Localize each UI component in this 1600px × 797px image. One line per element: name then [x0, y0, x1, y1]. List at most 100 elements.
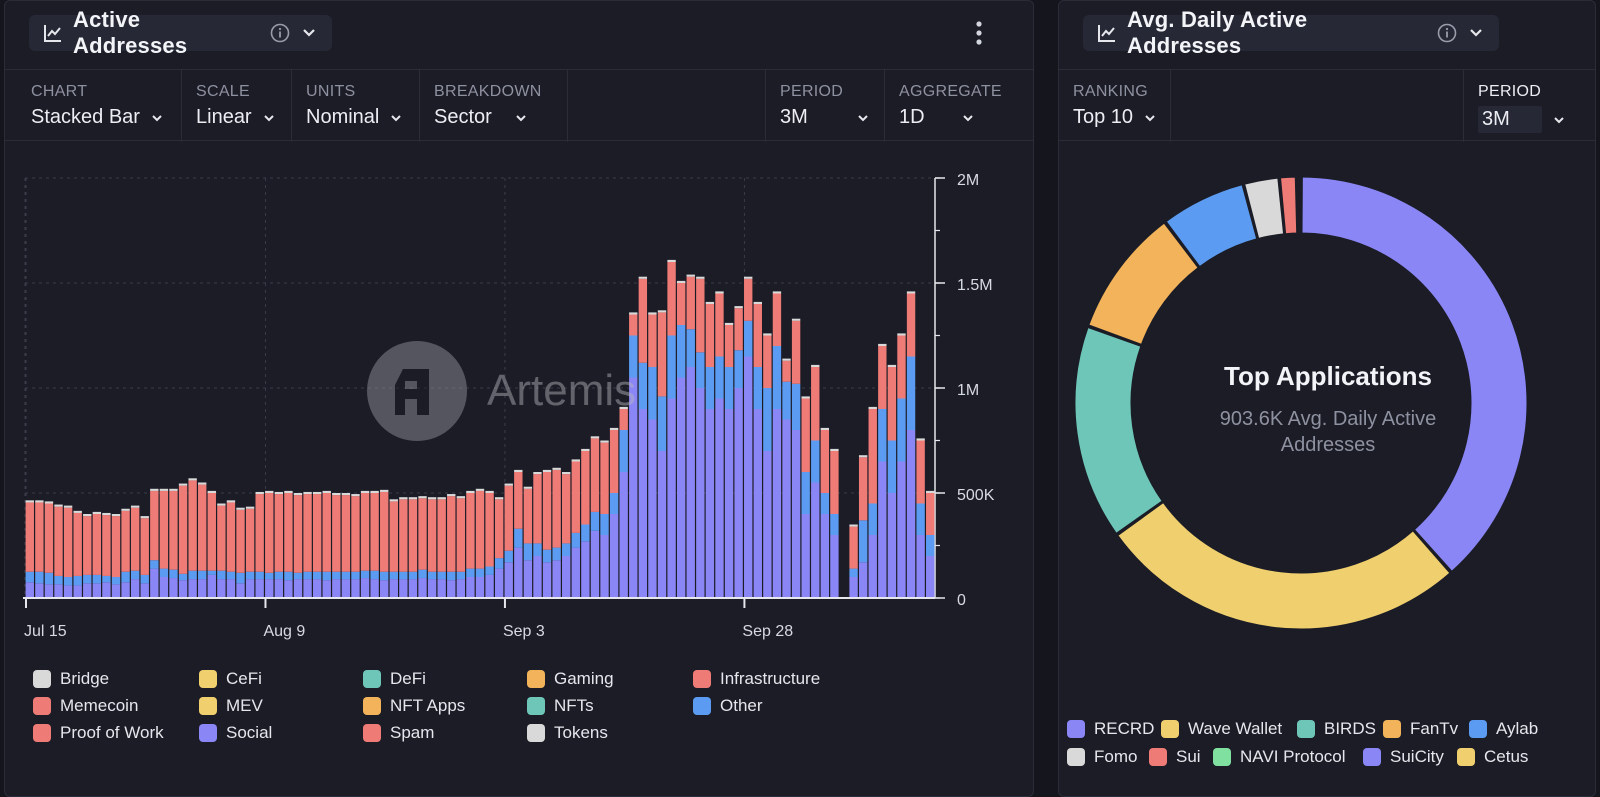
bar-segment-infrastructure[interactable]: [791, 320, 801, 384]
bar-segment-bridge[interactable]: [198, 482, 207, 485]
bar-segment-other[interactable]: [63, 577, 73, 586]
bar-segment-other[interactable]: [437, 571, 446, 580]
bar-segment-bridge[interactable]: [801, 396, 810, 399]
bar-segment-bridge[interactable]: [504, 483, 513, 486]
bar-segment-social[interactable]: [667, 398, 676, 599]
bar-segment-infrastructure[interactable]: [686, 276, 695, 330]
bar-segment-other[interactable]: [667, 335, 676, 399]
bar-segment-bridge[interactable]: [657, 310, 667, 313]
bar-segment-infrastructure[interactable]: [102, 515, 111, 576]
bar-segment-social[interactable]: [485, 574, 494, 598]
bar-segment-infrastructure[interactable]: [782, 360, 791, 382]
bar-segment-social[interactable]: [44, 584, 54, 598]
bar-segment-other[interactable]: [303, 571, 312, 580]
units-select[interactable]: UNITS Nominal: [292, 70, 420, 142]
bar-segment-other[interactable]: [705, 367, 715, 409]
bar-segment-other[interactable]: [485, 566, 494, 575]
bar-segment-infrastructure[interactable]: [370, 493, 379, 571]
legend-item-nfts[interactable]: NFTs: [527, 696, 594, 716]
legend-item-gaming[interactable]: Gaming: [527, 669, 614, 689]
bar-segment-social[interactable]: [897, 461, 906, 599]
bar-segment-social[interactable]: [370, 579, 379, 598]
bar-segment-infrastructure[interactable]: [696, 278, 705, 353]
info-icon[interactable]: [1437, 23, 1457, 43]
bar-segment-other[interactable]: [811, 440, 820, 483]
bar-segment-other[interactable]: [456, 571, 466, 580]
bar-segment-infrastructure[interactable]: [178, 485, 188, 574]
bar-segment-other[interactable]: [648, 367, 657, 420]
bar-segment-other[interactable]: [360, 570, 370, 579]
legend-item-tokens[interactable]: Tokens: [527, 723, 608, 743]
legend-item-nft-apps[interactable]: NFT Apps: [363, 696, 465, 716]
bar-segment-infrastructure[interactable]: [878, 346, 887, 409]
bar-segment-bridge[interactable]: [705, 301, 715, 304]
bar-segment-social[interactable]: [858, 562, 868, 598]
bar-segment-bridge[interactable]: [178, 483, 188, 486]
bar-segment-other[interactable]: [25, 571, 34, 583]
bar-segment-infrastructure[interactable]: [322, 493, 331, 572]
bar-segment-infrastructure[interactable]: [715, 293, 724, 357]
bar-segment-other[interactable]: [293, 572, 303, 580]
bar-segment-social[interactable]: [25, 582, 34, 598]
bar-segment-infrastructure[interactable]: [207, 493, 216, 571]
bar-segment-social[interactable]: [121, 582, 130, 598]
bar-segment-infrastructure[interactable]: [676, 283, 686, 325]
ranking-select[interactable]: RANKING Top 10: [1059, 70, 1171, 142]
bar-segment-bridge[interactable]: [581, 448, 590, 451]
bar-segment-infrastructure[interactable]: [188, 480, 197, 571]
bar-segment-other[interactable]: [791, 383, 801, 430]
bar-segment-bridge[interactable]: [159, 488, 169, 491]
bar-segment-other[interactable]: [207, 570, 216, 575]
bar-segment-bridge[interactable]: [868, 406, 877, 409]
bar-segment-social[interactable]: [581, 541, 590, 598]
legend-item-fomo[interactable]: Fomo: [1067, 747, 1137, 767]
bar-segment-infrastructure[interactable]: [619, 409, 628, 430]
donut-slice-fantv[interactable]: [1088, 222, 1199, 345]
bar-segment-other[interactable]: [897, 398, 906, 462]
bar-segment-social[interactable]: [217, 579, 226, 598]
bar-segment-other[interactable]: [83, 574, 92, 584]
donut-slice-sui[interactable]: [1279, 176, 1298, 235]
bar-segment-other[interactable]: [581, 524, 590, 542]
bar-segment-bridge[interactable]: [715, 291, 724, 294]
bar-segment-infrastructure[interactable]: [341, 495, 351, 572]
bar-segment-social[interactable]: [791, 430, 801, 598]
bar-segment-bridge[interactable]: [724, 322, 734, 325]
bar-segment-bridge[interactable]: [571, 459, 580, 462]
bar-segment-social[interactable]: [150, 568, 159, 598]
bar-segment-bridge[interactable]: [217, 503, 226, 506]
bar-segment-social[interactable]: [696, 388, 705, 598]
bar-segment-bridge[interactable]: [245, 506, 255, 509]
bar-segment-infrastructure[interactable]: [552, 469, 561, 548]
bar-segment-infrastructure[interactable]: [466, 493, 475, 569]
bar-segment-bridge[interactable]: [427, 497, 437, 500]
bar-segment-social[interactable]: [782, 419, 791, 599]
bar-segment-social[interactable]: [494, 568, 504, 598]
bar-segment-infrastructure[interactable]: [293, 495, 303, 573]
bar-segment-bridge[interactable]: [820, 427, 830, 430]
bar-segment-bridge[interactable]: [858, 455, 868, 458]
bar-segment-other[interactable]: [744, 320, 753, 357]
bar-segment-infrastructure[interactable]: [111, 516, 121, 577]
bar-segment-infrastructure[interactable]: [811, 367, 820, 441]
bar-segment-social[interactable]: [724, 409, 734, 598]
bar-segment-social[interactable]: [753, 409, 762, 598]
bar-segment-infrastructure[interactable]: [514, 472, 523, 529]
bar-segment-bridge[interactable]: [552, 467, 561, 470]
bar-segment-social[interactable]: [868, 535, 877, 598]
bar-segment-social[interactable]: [408, 579, 418, 598]
bar-segment-other[interactable]: [629, 335, 638, 378]
bar-segment-other[interactable]: [418, 569, 427, 579]
bar-segment-social[interactable]: [849, 577, 858, 598]
bar-segment-social[interactable]: [657, 451, 667, 598]
bar-segment-social[interactable]: [447, 580, 456, 598]
bar-segment-other[interactable]: [686, 329, 695, 367]
legend-item-mev[interactable]: MEV: [199, 696, 263, 716]
bar-segment-other[interactable]: [916, 503, 925, 536]
bar-segment-social[interactable]: [322, 580, 331, 598]
bar-segment-bridge[interactable]: [456, 496, 466, 499]
legend-item-memecoin[interactable]: Memecoin: [33, 696, 138, 716]
bar-segment-social[interactable]: [83, 583, 92, 598]
bar-segment-other[interactable]: [782, 381, 791, 420]
bar-segment-bridge[interactable]: [274, 491, 284, 495]
